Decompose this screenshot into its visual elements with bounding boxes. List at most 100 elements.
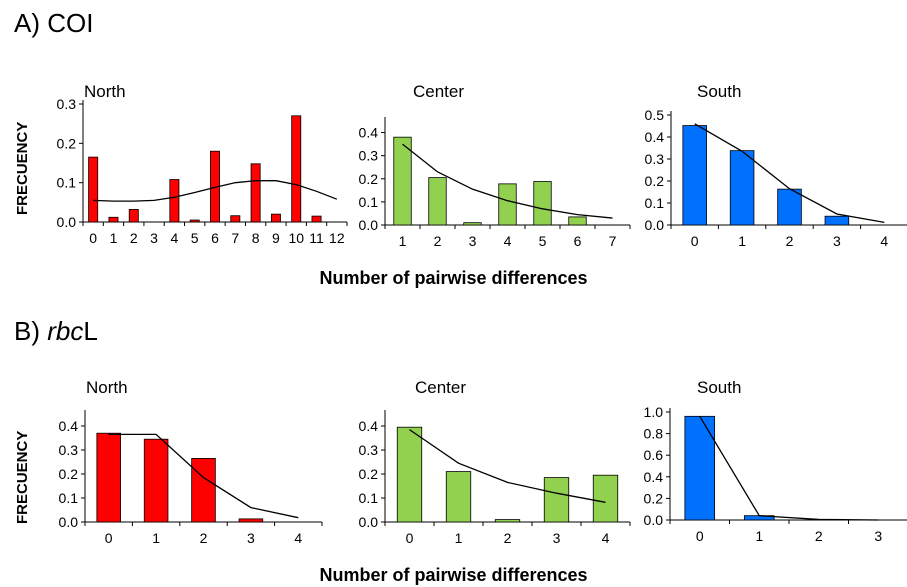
chart2-xtick-label: 5 [539,233,547,249]
chart1-xtick-label: 3 [150,230,158,246]
chart4-bar [191,457,216,523]
chart5-bar [543,477,570,523]
chart6-bar [684,415,716,521]
chart5-xtick-label: 3 [553,530,561,546]
chart3-bar [824,215,850,226]
chart2-bar [393,136,412,226]
chart4-title: North [86,378,128,397]
chart1-xtick-label: 10 [288,230,304,246]
chart5-ytick-label: 0.2 [359,466,379,482]
chart2-bar [568,216,587,226]
chart1-expected-line [93,180,338,202]
chart1-ytick-label: 0.0 [57,214,77,230]
chart1-bar [291,115,302,223]
chart3-xtick-label: 0 [691,233,699,249]
chart2-xtick-label: 6 [574,233,582,249]
chart3-ytick-label: 0.3 [645,151,665,167]
chart3-bar [729,150,755,226]
chart2-ytick-label: 0.0 [359,217,379,233]
chart2-ytick-label: 0.2 [359,171,379,187]
chart3-title: South [697,82,741,101]
chart1-xtick-label: 7 [231,230,239,246]
chart2-bar [428,177,447,226]
chart1-xtick-label: 12 [329,230,345,246]
chart2-xtick-label: 3 [469,233,477,249]
chart3-ytick-label: 0.2 [645,173,665,189]
chart6-ytick-label: 0.0 [644,512,664,528]
chart4-bar [143,438,169,523]
chart1-title: North [84,82,126,101]
chart2-expected-line [402,143,613,219]
chart1-xtick-label: 9 [272,230,280,246]
chart2-ytick-label: 0.1 [359,194,379,210]
chart1-bar [189,219,200,223]
chart3-ytick-label: 0.5 [645,107,665,123]
chart6-expected-line [699,415,879,521]
chart1-ytick-label: 0.1 [57,175,77,191]
chart3-bar [682,125,707,226]
chart1-bar [88,156,99,223]
chart5-ytick-label: 0.4 [359,418,379,434]
chart5-bar [592,474,619,523]
chart6-ytick-label: 0.6 [644,447,664,463]
chart6-xtick-label: 0 [696,528,704,544]
chart5-bar [494,519,521,523]
x-axis-label-b: Number of pairwise differences [319,565,588,585]
panel-b-label: B) rbcL [14,316,98,346]
chart1-xtick-label: 6 [211,230,219,246]
chart4-xtick-label: 0 [105,530,113,546]
chart3-bar [777,188,802,226]
chart1-bar [311,215,322,223]
chart3-xtick-label: 1 [738,233,746,249]
chart4-xtick-label: 1 [152,530,160,546]
chart4-ytick-label: 0.3 [59,442,79,458]
chart1-xtick-label: 1 [110,230,118,246]
chart6-ytick-label: 0.8 [644,426,664,442]
chart2-xtick-label: 4 [504,233,512,249]
chart1-bar [169,179,180,223]
chart6-xtick-label: 2 [815,528,823,544]
chart3-ytick-label: 0.4 [645,129,665,145]
chart6-xtick-label: 3 [874,528,882,544]
panel-a-label: A) COI [14,8,94,38]
chart1-bar [230,215,241,223]
chart4-xtick-label: 3 [247,530,255,546]
chart4-xtick-label: 4 [294,530,302,546]
chart1-bar [250,163,261,223]
chart4-bar [96,432,121,523]
chart2-xtick-label: 7 [609,233,617,249]
chart2-xtick-label: 2 [434,233,442,249]
chart4-ytick-label: 0.4 [59,418,79,434]
chart6-xtick-label: 1 [755,528,763,544]
chart4-expected-line [108,433,299,519]
chart5-bar [396,426,423,523]
chart1-xtick-label: 2 [130,230,138,246]
chart3-ytick-label: 0.1 [645,195,665,211]
chart1-xtick-label: 11 [309,230,324,246]
chart5-ytick-label: 0.1 [359,490,379,506]
chart5-ytick-label: 0.0 [359,514,379,530]
x-axis-label-a: Number of pairwise differences [319,268,588,288]
chart4-ytick-label: 0.1 [59,490,79,506]
chart1-xtick-label: 0 [89,230,97,246]
chart1-bar [128,209,139,223]
chart2-ytick-label: 0.3 [359,148,379,164]
chart2-xtick-label: 1 [399,233,407,249]
chart2-ytick-label: 0.4 [359,125,379,141]
chart5-xtick-label: 1 [455,530,463,546]
chart1-bar [108,216,119,223]
chart1-ytick-label: 0.2 [57,135,77,151]
chart4-ytick-label: 0.2 [59,466,79,482]
chart3-ytick-label: 0.0 [645,217,665,233]
chart6-title: South [697,378,741,397]
chart5-xtick-label: 2 [504,530,512,546]
chart5-title: Center [415,378,466,397]
chart1-ytick-label: 0.3 [57,96,77,112]
chart5-bar [445,471,472,523]
chart6-ytick-label: 1.0 [644,404,664,420]
chart3-xtick-label: 3 [833,233,841,249]
chart2-bar [463,222,482,226]
chart6-ytick-label: 0.2 [644,490,664,506]
chart1-xtick-label: 8 [252,230,260,246]
